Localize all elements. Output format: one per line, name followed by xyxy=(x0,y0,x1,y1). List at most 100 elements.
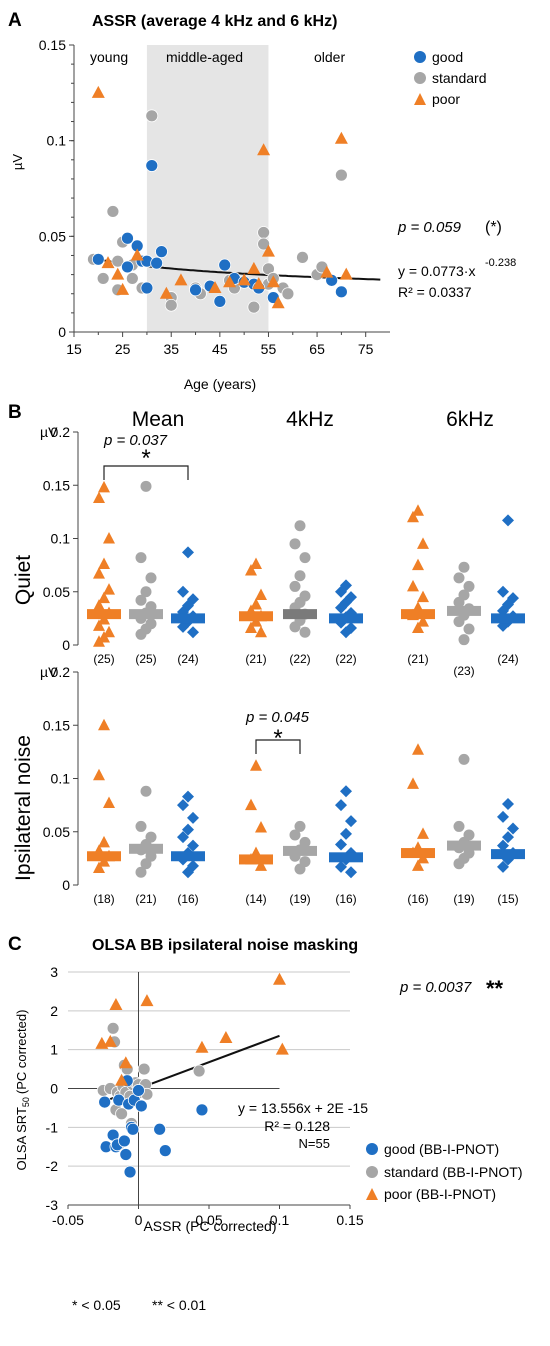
footnote-single-star: * < 0.05 xyxy=(72,1297,121,1313)
standard-median-bar xyxy=(283,609,317,620)
panel-c-y-tick-label: -3 xyxy=(46,1197,59,1213)
panel-a-y-tick-label: 0.15 xyxy=(39,37,66,53)
good-point xyxy=(126,1122,140,1136)
good-point xyxy=(334,285,348,299)
panel-c-ylabel: OLSA SRT50 (PC corrected) xyxy=(14,1010,31,1171)
poor-point xyxy=(266,275,280,288)
good-value xyxy=(345,815,357,828)
poor-value xyxy=(98,480,110,493)
poor-point xyxy=(109,998,123,1011)
good-median-bar xyxy=(491,849,525,860)
poor-point xyxy=(195,1040,209,1053)
standard-value xyxy=(458,634,470,646)
quiet-mean-star: * xyxy=(141,445,150,472)
good-value xyxy=(187,811,199,824)
poor-value xyxy=(93,491,105,504)
noise-4khz-p-value: p = 0.045 xyxy=(245,709,310,726)
panel-b: B Mean 4kHz 6kHz Quiet Ipsilateral noise… xyxy=(8,402,525,906)
good-value xyxy=(497,860,509,873)
panel-a-fit-exponent: -0.238 xyxy=(485,257,516,269)
standard-value xyxy=(145,572,157,584)
standard-value xyxy=(453,572,465,584)
panel-a: A ASSR (average 4 kHz and 6 kHz) µV 0 0.0… xyxy=(8,10,516,392)
standard-median-bar xyxy=(129,609,163,620)
good-point xyxy=(145,159,159,172)
group-count: (24) xyxy=(177,652,198,666)
poor-value xyxy=(417,537,429,549)
panel-a-y-tick-label: 0.1 xyxy=(47,133,67,149)
panel-a-y-tick-label: 0 xyxy=(58,324,66,340)
panel-c: C OLSA BB ipsilateral noise masking -3 -2… xyxy=(8,934,522,1234)
poor-value xyxy=(98,557,110,570)
panel-a-fit-equation: y = 0.0773·x xyxy=(398,263,475,279)
good-value xyxy=(502,514,514,527)
standard-value xyxy=(453,596,465,608)
good-value xyxy=(502,831,514,844)
good-median-bar xyxy=(171,613,205,624)
noise-4khz-bracket xyxy=(255,739,301,754)
group-count: (25) xyxy=(93,652,114,666)
poor-value xyxy=(250,598,262,610)
good-median-bar xyxy=(329,613,363,624)
standard-median-bar xyxy=(447,840,481,851)
panel-c-n: N=55 xyxy=(299,1136,330,1151)
panel-c-ylabel-sub: 50 xyxy=(21,1097,31,1107)
panel-b-y-tick-label: 0.05 xyxy=(43,584,70,600)
panel-c-x-tick-label: 0.1 xyxy=(270,1212,290,1228)
poor-value xyxy=(412,504,424,516)
poor-value xyxy=(417,827,429,839)
legend-c-good-marker xyxy=(366,1143,378,1155)
good-point xyxy=(189,283,202,297)
legend-poor-label: poor xyxy=(432,91,460,107)
poor-value xyxy=(245,563,257,576)
good-value xyxy=(502,798,514,811)
poor-point xyxy=(334,131,348,144)
region-label-middle-aged: middle-aged xyxy=(166,49,243,65)
standard-value xyxy=(135,594,147,606)
panel-c-y-tick-label: 2 xyxy=(50,1003,58,1019)
good-point xyxy=(118,1134,131,1148)
row-label-quiet: Quiet xyxy=(12,555,35,605)
poor-point xyxy=(208,280,222,293)
standard-value xyxy=(294,520,306,532)
legend-c-standard-marker xyxy=(366,1166,378,1178)
panel-b-y-tick-label: 0.1 xyxy=(51,531,71,547)
poor-point xyxy=(115,1073,129,1086)
standard-point xyxy=(106,205,120,218)
poor-point xyxy=(103,1034,117,1047)
standard-point xyxy=(115,1107,128,1121)
panel-c-y-tick-label: 1 xyxy=(50,1042,58,1058)
group-count: (22) xyxy=(335,652,356,666)
poor-point xyxy=(261,244,275,257)
poor-value xyxy=(407,777,419,789)
good-value xyxy=(335,601,347,614)
legend-standard-marker xyxy=(414,72,426,84)
standard-point xyxy=(137,1062,151,1076)
good-value xyxy=(335,585,347,598)
poor-value xyxy=(412,859,424,871)
poor-value xyxy=(250,759,262,771)
panel-c-y-tick-label: -2 xyxy=(46,1158,59,1174)
panel-a-x-tick-label: 55 xyxy=(261,341,277,357)
standard-value xyxy=(135,628,147,640)
poor-value xyxy=(93,635,105,647)
good-point xyxy=(121,260,134,274)
standard-value xyxy=(458,753,470,765)
standard-point xyxy=(106,1021,120,1035)
poor-value xyxy=(407,510,419,523)
panel-c-axes: -3 -2 -1 0 1 2 3 -0.05 0 0.05 0.1 0.15 xyxy=(46,964,364,1228)
poor-point xyxy=(111,267,125,280)
poor-point xyxy=(159,286,173,299)
good-point xyxy=(134,1099,148,1113)
standard-point xyxy=(257,226,271,239)
panel-b-y-tick-label: 0.15 xyxy=(43,477,70,493)
poor-value xyxy=(407,579,419,592)
standard-value xyxy=(458,561,470,573)
good-value xyxy=(182,823,194,836)
standard-value xyxy=(140,586,152,598)
svg-text:OLSA SRT50(PC corrected): OLSA SRT50 (PC corrected) xyxy=(14,1010,31,1171)
poor-point xyxy=(140,994,154,1007)
poor-point xyxy=(252,277,266,290)
noise-4khz-star: * xyxy=(273,725,282,752)
standard-value xyxy=(140,785,152,797)
